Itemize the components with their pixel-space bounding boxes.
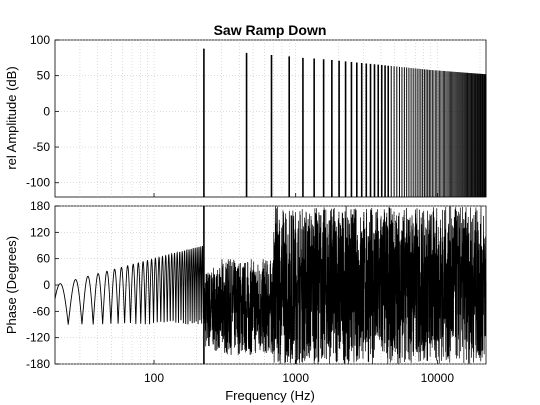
- amplitude-y-ticks: 100 50 0 -50 -100: [26, 33, 59, 190]
- y-tick-label: 180: [30, 199, 50, 213]
- amplitude-plot-area: [54, 39, 487, 198]
- x-tick-label: 10000: [421, 371, 455, 385]
- y-tick-label: 60: [37, 252, 51, 266]
- phase-axes: 180 120 60 0 -60 -120 -180 100 1000 10000 Phase …: [4, 193, 487, 403]
- phase-y-label: Phase (Degrees): [4, 236, 19, 334]
- frequency-x-ticks: 100 1000 10000: [144, 193, 454, 385]
- chart-title: Saw Ramp Down: [214, 22, 327, 38]
- y-tick-label: 120: [30, 225, 50, 239]
- y-tick-label: -50: [33, 140, 51, 154]
- y-tick-label: 50: [37, 69, 51, 83]
- amplitude-axes: 100 50 0 -50 -100 Saw Ramp Down rel Amplitud…: [4, 22, 487, 198]
- x-tick-label: 1000: [282, 371, 309, 385]
- amplitude-series: [203, 48, 487, 197]
- y-tick-label: -100: [26, 176, 50, 190]
- y-tick-label: -180: [26, 357, 50, 371]
- x-tick-label: 100: [144, 371, 164, 385]
- y-tick-label: 0: [43, 278, 50, 292]
- phase-series: [54, 205, 487, 364]
- phase-line-high: [203, 205, 487, 364]
- frequency-x-label: Frequency (Hz): [225, 388, 315, 403]
- y-tick-label: -120: [26, 331, 50, 345]
- y-tick-label: 0: [43, 104, 50, 118]
- amplitude-y-label: rel Amplitude (dB): [4, 66, 19, 169]
- y-tick-label: 100: [30, 33, 50, 47]
- y-tick-label: -60: [33, 304, 51, 318]
- phase-line-low: [54, 245, 205, 326]
- phase-y-ticks: 180 120 60 0 -60 -120 -180: [26, 199, 59, 371]
